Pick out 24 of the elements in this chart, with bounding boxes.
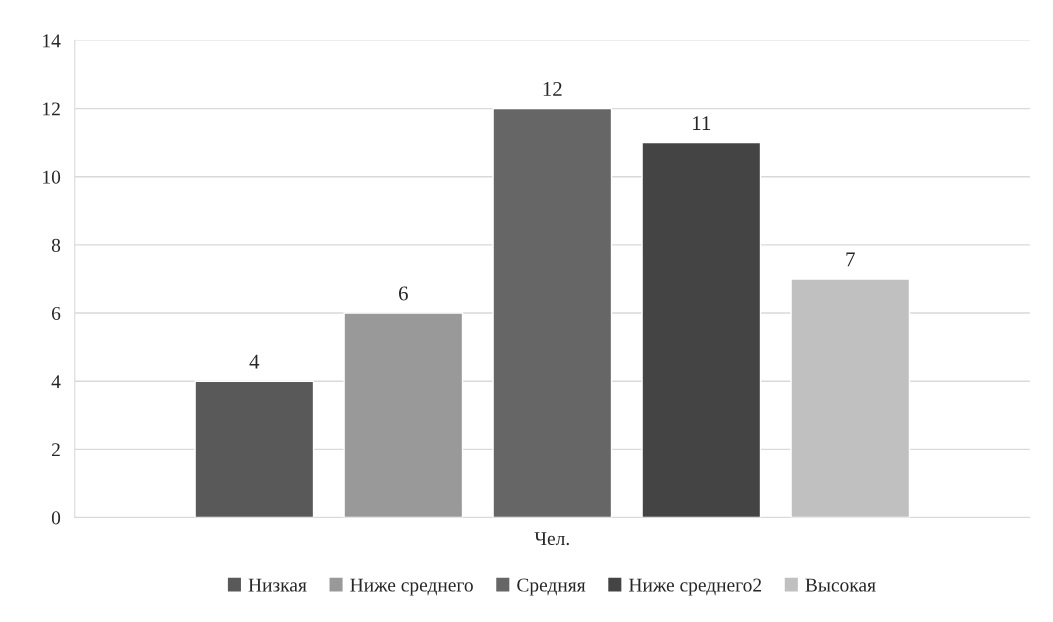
data-label: 7 bbox=[846, 252, 855, 267]
legend-label: Высокая bbox=[805, 578, 876, 592]
bar bbox=[343, 312, 464, 518]
y-tick-label: 0 bbox=[51, 511, 61, 525]
y-tick-label: 14 bbox=[43, 34, 61, 48]
y-tick-label: 10 bbox=[43, 170, 61, 184]
legend-label: Ниже среднего2 bbox=[628, 578, 762, 596]
data-label: 4 bbox=[249, 354, 260, 369]
bar bbox=[194, 380, 315, 518]
y-tick-label: 4 bbox=[51, 375, 61, 388]
data-label: 12 bbox=[543, 82, 562, 96]
y-tick-label: 12 bbox=[43, 102, 60, 116]
legend-label: Средняя bbox=[517, 578, 586, 596]
y-tick-label: 2 bbox=[52, 443, 60, 457]
legend-label: Низкая bbox=[248, 578, 307, 592]
y-tick-label: 8 bbox=[51, 238, 61, 252]
legend-label: Ниже среднего bbox=[350, 578, 473, 596]
data-label: 6 bbox=[398, 286, 408, 301]
data-label: 11 bbox=[693, 116, 711, 130]
bar bbox=[641, 141, 762, 518]
bar bbox=[492, 107, 613, 518]
bar bbox=[790, 278, 911, 518]
y-tick-label: 6 bbox=[51, 306, 61, 320]
x-tick-label: Чел. bbox=[534, 532, 569, 546]
